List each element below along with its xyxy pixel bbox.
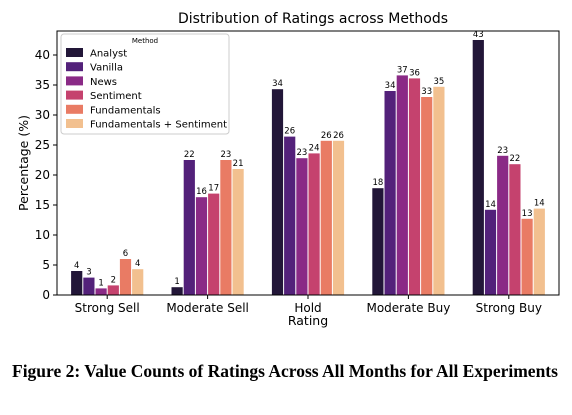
data-label: 37 <box>397 65 408 75</box>
y-tick-label: 25 <box>35 138 50 152</box>
legend-swatch <box>66 90 83 100</box>
data-label: 22 <box>509 154 520 164</box>
legend-swatch <box>66 48 83 57</box>
data-label: 18 <box>372 178 383 188</box>
bar-chart: Distribution of Ratings across Methods 4… <box>16 11 560 328</box>
bar-news <box>296 158 308 295</box>
data-label: 22 <box>184 150 195 160</box>
data-label: 13 <box>522 209 533 219</box>
x-tick-label: Moderate Sell <box>166 301 249 315</box>
data-label: 23 <box>296 148 307 158</box>
legend-title: Method <box>132 37 158 45</box>
data-label: 14 <box>485 200 496 210</box>
bar-analyst <box>372 188 384 295</box>
data-label: 23 <box>220 150 231 160</box>
y-tick-label: 5 <box>42 258 50 272</box>
bar-analyst <box>171 287 183 295</box>
bar-vanilla <box>83 277 95 295</box>
data-label: 17 <box>208 184 219 194</box>
x-tick-label: Strong Buy <box>476 301 542 315</box>
legend-label: Vanilla <box>90 63 123 74</box>
data-label: 1 <box>174 277 179 287</box>
data-label: 14 <box>534 199 545 209</box>
bar-fundamentals-sentiment <box>533 208 545 295</box>
legend-label: Fundamentals <box>90 105 161 116</box>
data-label: 16 <box>196 187 207 197</box>
bar-fundamentals <box>320 140 332 295</box>
legend-box <box>60 33 230 135</box>
legend-swatch <box>66 104 83 114</box>
data-label: 34 <box>272 79 283 89</box>
data-label: 35 <box>433 77 444 87</box>
data-label: 6 <box>123 249 128 259</box>
data-label: 21 <box>233 159 244 169</box>
data-label: 23 <box>497 146 508 156</box>
legend: Method Analyst Vanilla News Sentiment Fundame… <box>60 33 230 135</box>
x-tick-label: Hold <box>294 301 321 315</box>
y-tick-label: 15 <box>35 198 50 212</box>
data-label: 2 <box>111 275 116 285</box>
bar-fundamentals-sentiment <box>132 269 144 295</box>
data-label: 1 <box>98 278 103 288</box>
bar-fundamentals <box>421 97 433 295</box>
bar-vanilla <box>183 160 195 295</box>
bar-vanilla <box>384 91 396 295</box>
bar-news <box>396 75 408 296</box>
data-label: 34 <box>385 81 396 91</box>
legend-label: Analyst <box>90 49 127 60</box>
legend-swatch <box>66 62 83 72</box>
data-label: 4 <box>135 259 140 269</box>
data-label: 33 <box>421 87 432 97</box>
bar-sentiment <box>208 193 220 295</box>
bar-vanilla <box>484 209 497 295</box>
data-label: 26 <box>321 131 332 141</box>
x-axis-label: Rating <box>288 313 328 328</box>
legend-label: News <box>90 77 117 88</box>
data-label: 3 <box>86 268 91 278</box>
data-label: 43 <box>473 30 484 40</box>
chart-title: Distribution of Ratings across Methods <box>178 11 448 27</box>
bar-sentiment <box>107 285 119 295</box>
bar-news <box>195 197 208 295</box>
bar-fundamentals <box>220 160 232 295</box>
bar-sentiment <box>308 153 320 295</box>
bar-vanilla <box>284 136 296 295</box>
bar-fundamentals-sentiment <box>332 140 345 295</box>
y-tick-label: 30 <box>35 108 50 122</box>
bar-analyst <box>71 271 83 295</box>
y-axis-label: Percentage (%) <box>16 115 31 211</box>
y-tick-label: 10 <box>35 228 50 242</box>
data-label: 24 <box>309 143 320 153</box>
legend-label: Sentiment <box>90 91 142 102</box>
legend-swatch <box>66 119 83 128</box>
bar-fundamentals <box>521 218 533 295</box>
legend-swatch <box>66 76 83 86</box>
data-label: 26 <box>284 127 295 137</box>
x-tick-label: Strong Sell <box>75 301 140 315</box>
y-tick-label: 0 <box>42 288 50 302</box>
bar-analyst <box>271 89 284 295</box>
y-tick-label: 40 <box>35 48 50 62</box>
bar-news <box>497 155 509 295</box>
data-label: 26 <box>333 131 344 141</box>
y-tick-label: 20 <box>35 168 50 182</box>
data-label: 4 <box>74 261 79 271</box>
legend-label: Fundamentals + Sentiment <box>90 120 227 131</box>
bar-fundamentals <box>119 259 132 295</box>
data-label: 36 <box>409 68 420 78</box>
bar-sentiment <box>408 78 421 296</box>
y-tick-label: 35 <box>35 78 50 92</box>
bar-news <box>95 288 107 295</box>
figure-caption: Figure 2: Value Counts of Ratings Across… <box>12 361 558 381</box>
bar-fundamentals-sentiment <box>232 169 244 295</box>
x-tick-label: Moderate Buy <box>366 301 450 315</box>
bar-analyst <box>472 40 484 295</box>
bar-fundamentals-sentiment <box>433 86 445 295</box>
bar-sentiment <box>509 164 521 295</box>
